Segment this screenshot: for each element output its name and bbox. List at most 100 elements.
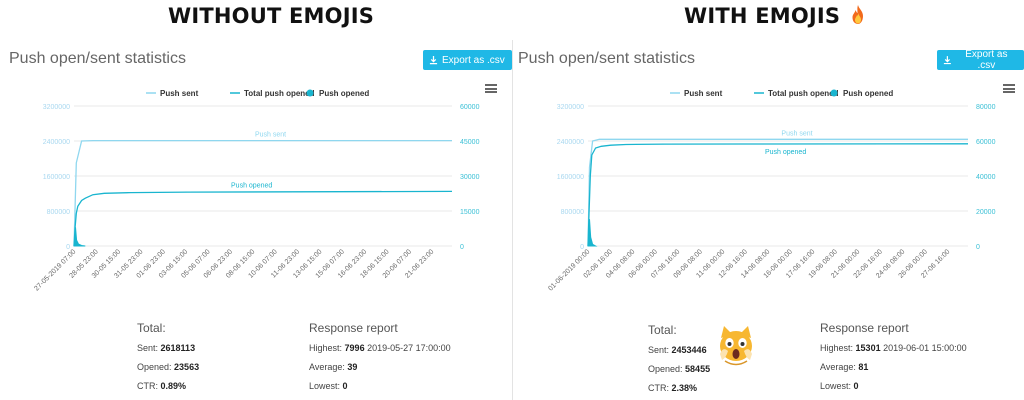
series-push-opened [587,219,598,247]
sent-label: Sent: [648,345,670,355]
sent-row: Sent: 2618113 [137,343,199,353]
y-right-tick-label: 60000 [976,139,996,146]
legend-item[interactable]: Push opened [319,89,369,98]
ctr-row: CTR: 0.89% [137,381,199,391]
response-report: Response report Highest: 15301 2019-06-0… [820,321,967,400]
opened-label: Opened: [648,364,683,374]
series-push-opened [73,227,86,247]
highest-label: Highest: [309,343,343,353]
heading-without-emojis: WITHOUT EMOJIS [168,4,374,28]
legend-marker [306,89,314,97]
hamburger-menu-icon[interactable] [485,84,497,93]
ctr-label: CTR: [648,383,669,393]
legend-item[interactable]: Push opened [843,89,893,98]
response-report: Response report Highest: 7996 2019-05-27… [309,321,451,400]
lowest-value: 0 [853,381,859,391]
export-csv-label: Export as .csv [442,54,505,66]
totals-summary: Total: Sent: 2618113 Opened: 23563 CTR: … [137,321,199,400]
series-push-sent [587,138,968,247]
y-right-tick-label: 45000 [460,139,480,146]
panel-without-emojis: Push open/sent statistics Export as .csv… [0,40,512,400]
lowest-row: Lowest: 0 [309,381,451,391]
lowest-label: Lowest: [309,381,341,391]
annotation-push-opened: Push opened [765,149,806,156]
opened-value: 58455 [685,364,711,374]
annotation-push-sent: Push sent [255,132,286,139]
panel-with-emojis: Push open/sent statistics Export as .csv… [512,40,1024,400]
highest-row: Highest: 7996 2019-05-27 17:00:00 [309,343,451,353]
highest-value: 7996 [344,343,365,353]
highest-time: 2019-05-27 17:00:00 [367,343,451,353]
heading-with-emojis-text: WITH EMOJIS [684,4,841,28]
y-left-tick-label: 2400000 [43,139,70,146]
totals-summary: Total: Sent: 2453446 Opened: 58455 CTR: … [648,323,710,400]
legend-item[interactable]: Total push opened [244,89,315,98]
ctr-value: 0.89% [160,381,187,391]
y-right-tick-label: 0 [976,244,980,251]
highest-time: 2019-06-01 15:00:00 [883,343,967,353]
y-left-tick-label: 800000 [561,209,584,216]
ctr-label: CTR: [137,381,158,391]
fire-icon [852,5,863,24]
y-left-tick-label: 1600000 [43,174,70,181]
y-right-tick-label: 80000 [976,104,996,111]
sent-row: Sent: 2453446 [648,345,710,355]
totals-heading: Total: [648,323,677,337]
highest-row: Highest: 15301 2019-06-01 15:00:00 [820,343,967,353]
highest-label: Highest: [820,343,854,353]
average-label: Average: [820,362,856,372]
lowest-value: 0 [342,381,348,391]
heading-without-emojis-text: WITHOUT EMOJIS [168,4,375,28]
series-total-push-opened [587,143,969,247]
ctr-value: 2.38% [671,383,698,393]
response-report-heading: Response report [820,321,909,335]
lowest-label: Lowest: [820,381,852,391]
totals-heading: Total: [137,321,166,335]
sent-value: 2453446 [671,345,707,355]
heading-with-emojis: WITH EMOJIS [684,4,866,28]
panel-divider [512,40,513,400]
lowest-row: Lowest: 0 [820,381,967,391]
y-right-tick-label: 40000 [976,174,996,181]
download-icon [943,55,951,64]
opened-value: 23563 [174,362,200,372]
annotation-push-sent: Push sent [781,130,812,137]
push-stats-chart-without-emojis: Push sent Total push opened Push opened 0 80… [33,89,480,293]
sent-value: 2618113 [160,343,196,353]
x-tick-label: 27-05-2019 07:00 [33,248,77,292]
panel-title: Push open/sent statistics [518,50,695,67]
y-left-tick-label: 800000 [47,209,70,216]
opened-label: Opened: [137,362,172,372]
average-label: Average: [309,362,345,372]
export-csv-button[interactable]: Export as .csv [937,49,1024,71]
y-left-tick-label: 3200000 [43,104,70,111]
opened-row: Opened: 23563 [137,362,199,372]
scream-cat-emoji-icon [720,326,752,366]
y-left-tick-label: 3200000 [557,104,584,111]
response-report-heading: Response report [309,321,398,335]
legend-item[interactable]: Push sent [684,89,723,98]
y-right-tick-label: 15000 [460,209,480,216]
download-icon [429,55,438,64]
panel-title: Push open/sent statistics [9,50,186,67]
y-right-tick-label: 30000 [460,174,480,181]
sent-label: Sent: [137,343,159,353]
legend-item[interactable]: Total push opened [768,89,839,98]
average-value: 81 [858,362,869,372]
legend-item[interactable]: Push sent [160,89,199,98]
average-value: 39 [347,362,358,372]
hamburger-menu-icon[interactable] [1003,84,1015,93]
average-row: Average: 39 [309,362,451,372]
highest-value: 15301 [855,343,881,353]
push-stats-chart-with-emojis: Push sent Total push opened Push opened 0 80… [547,89,996,293]
annotation-push-opened: Push opened [231,182,272,189]
export-csv-label: Export as .csv [965,49,1008,71]
y-left-tick-label: 2400000 [557,139,584,146]
legend-marker [830,89,838,97]
export-csv-button[interactable]: Export as .csv [423,50,512,70]
y-right-tick-label: 20000 [976,209,996,216]
opened-row: Opened: 58455 [648,364,710,374]
ctr-row: CTR: 2.38% [648,383,710,393]
average-row: Average: 81 [820,362,967,372]
y-left-tick-label: 0 [66,244,70,251]
